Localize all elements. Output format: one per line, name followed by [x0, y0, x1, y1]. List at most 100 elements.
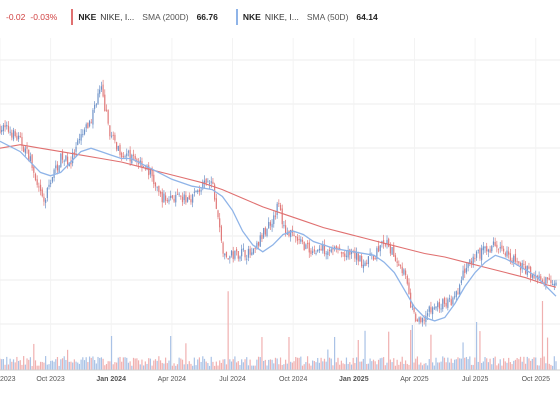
volume-bar — [340, 360, 342, 370]
chart-gridlines — [0, 38, 560, 370]
volume-bar — [501, 365, 503, 370]
volume-bar — [144, 361, 146, 370]
volume-bar — [107, 361, 109, 370]
candle-body — [119, 144, 121, 155]
candle-body — [467, 263, 469, 268]
candle-body — [361, 255, 363, 267]
volume-bar — [78, 363, 81, 370]
candle-body — [244, 250, 246, 258]
volume-bar — [175, 365, 177, 370]
volume-bar — [180, 358, 182, 370]
volume-bar — [535, 357, 537, 370]
candle-body — [296, 236, 299, 241]
volume-bar — [283, 364, 285, 370]
volume-bar — [337, 357, 339, 370]
volume-bar — [141, 359, 143, 370]
candle-body — [136, 159, 138, 162]
candle-body — [170, 195, 172, 198]
candle-body — [301, 239, 304, 242]
candle-body — [197, 190, 199, 193]
volume-bar — [214, 365, 216, 370]
candle-body — [116, 142, 118, 150]
candle-body — [87, 122, 89, 128]
volume-bar — [521, 361, 523, 370]
candle-body — [217, 210, 219, 218]
volume-bar — [45, 356, 47, 370]
candle-body — [359, 255, 361, 262]
candle-body — [501, 245, 503, 249]
volume-bar — [467, 359, 469, 370]
volume-bar — [263, 360, 265, 370]
x-tick-label: Oct 2023 — [36, 376, 65, 383]
candle-body — [276, 203, 278, 216]
volume-bar — [227, 291, 229, 370]
candle-body — [72, 152, 74, 164]
candle-body — [437, 302, 439, 307]
volume-bar — [132, 357, 135, 370]
candle-body — [367, 256, 370, 265]
volume-bar — [423, 363, 425, 370]
volume-bar — [244, 359, 246, 370]
candle-body — [200, 189, 202, 192]
candle-body — [481, 248, 483, 261]
candle-body — [195, 190, 197, 192]
volume-bar — [418, 364, 420, 370]
volume-bar — [303, 364, 305, 370]
candle-body — [415, 313, 417, 322]
volume-bar — [454, 359, 456, 370]
volume-bar — [203, 358, 206, 370]
volume-bar — [452, 362, 454, 370]
volume-bar — [308, 363, 310, 370]
volume-bar — [290, 361, 292, 370]
candle-body — [241, 249, 243, 257]
volume-bar — [335, 362, 337, 370]
volume-bar — [217, 365, 219, 370]
volume-bar — [183, 364, 185, 370]
volume-bar — [511, 364, 513, 370]
volume-bar — [104, 365, 106, 370]
candle-body — [33, 166, 35, 173]
volume-bar — [9, 358, 11, 370]
legend-item-sma200[interactable]: NKE NIKE, I... SMA (200D) 66.76 — [65, 9, 218, 25]
candle-body — [516, 261, 518, 263]
volume-bar — [60, 359, 62, 370]
candle-body — [90, 122, 92, 124]
candle-body — [285, 225, 287, 234]
volume-bar — [146, 363, 148, 370]
candle-body — [479, 248, 481, 259]
volume-bar — [38, 365, 40, 370]
candle-body — [274, 215, 277, 217]
volume-bar — [215, 361, 217, 370]
candle-body — [279, 204, 282, 211]
volume-bar — [295, 356, 297, 370]
volume-bar — [406, 363, 408, 370]
volume-bar — [413, 362, 415, 370]
volume-bar — [345, 357, 348, 370]
volume-bar — [323, 358, 326, 370]
candle-body — [143, 166, 145, 168]
volume-bar — [318, 362, 321, 370]
candle-body — [420, 317, 422, 323]
volume-bar — [411, 325, 413, 370]
sma-200-swatch — [71, 9, 74, 25]
volume-bar — [432, 362, 434, 370]
candle-body — [281, 208, 283, 225]
legend-item-sma50[interactable]: NKE NIKE, I... SMA (50D) 64.14 — [230, 9, 378, 25]
candle-body — [252, 248, 255, 254]
candle-body — [303, 241, 305, 251]
volume-bar — [506, 362, 508, 370]
volume-bar — [401, 356, 403, 370]
candle-body — [330, 249, 332, 253]
volume-bar — [274, 357, 277, 370]
candle-body — [94, 104, 96, 109]
volume-bar — [259, 357, 261, 370]
candle-body — [38, 186, 40, 188]
candle-body — [97, 93, 99, 104]
volume-bar — [153, 360, 155, 370]
candle-body — [508, 251, 510, 255]
candle-body — [215, 198, 217, 209]
volume-bar — [4, 364, 6, 370]
volume-bar — [14, 362, 16, 370]
volume-bar — [546, 337, 549, 370]
